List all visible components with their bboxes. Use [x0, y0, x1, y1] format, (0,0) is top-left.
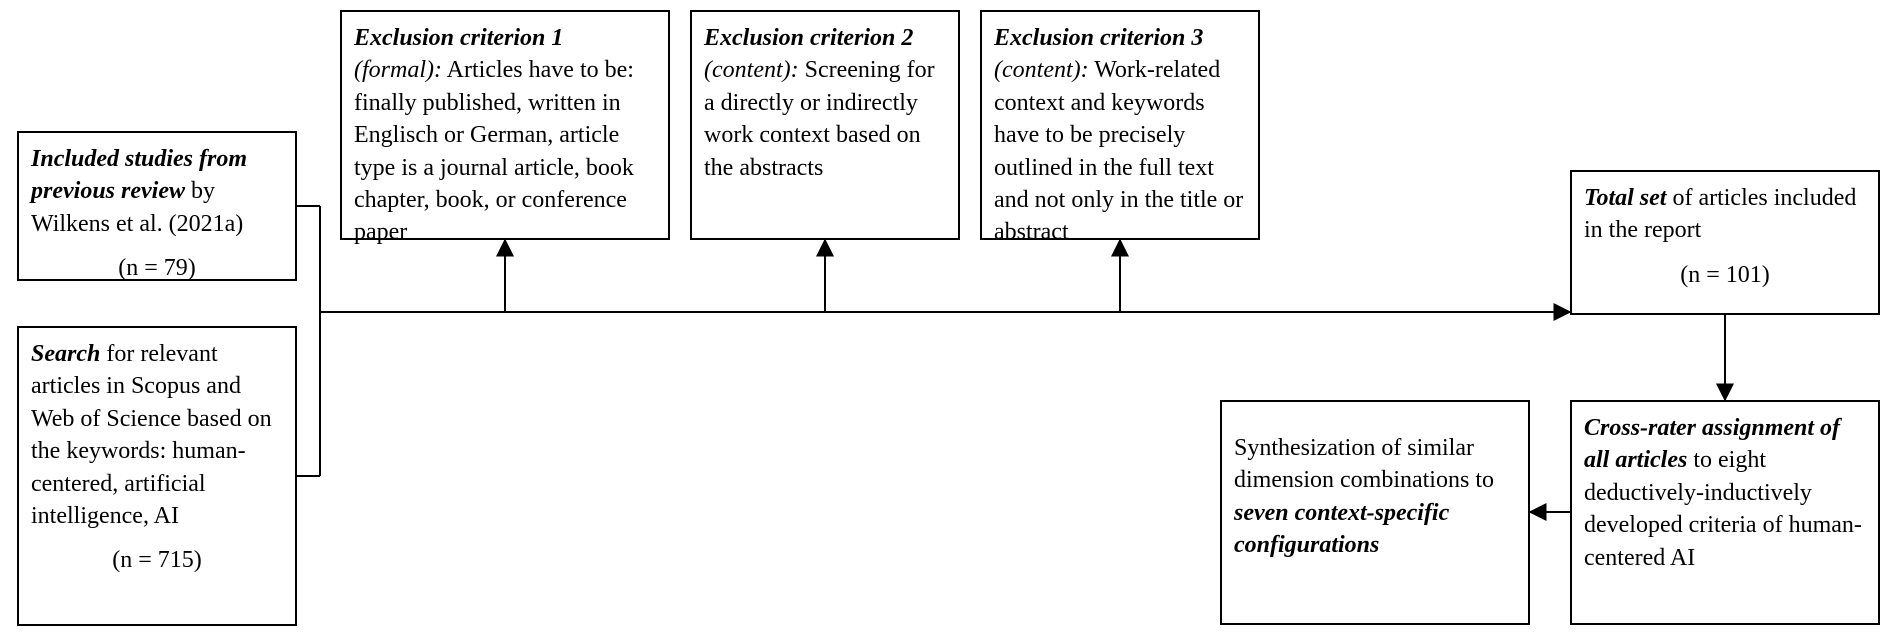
excl3-tail: Work-related context and keywords have t… [994, 57, 1243, 245]
box-included-studies: Included studies from previous review by… [17, 131, 297, 281]
box-exclusion-3: Exclusion criterion 3 (content): Work-re… [980, 10, 1260, 240]
excl1-tail: Articles have to be: finally published, … [354, 57, 634, 245]
excl1-paren: (formal): [354, 57, 442, 83]
search-count: (n = 715) [31, 544, 283, 576]
box-search: Search for relevant articles in Scopus a… [17, 326, 297, 626]
excl2-paren: (content): [704, 57, 799, 83]
excl3-lead: Exclusion criterion 3 [994, 25, 1203, 51]
search-lead: Search [31, 341, 100, 367]
excl1-lead: Exclusion criterion 1 [354, 25, 563, 51]
box-exclusion-2: Exclusion criterion 2 (content): Screeni… [690, 10, 960, 240]
synth-lead: seven context-specific configurations [1234, 500, 1449, 558]
box-exclusion-1: Exclusion criterion 1 (formal): Articles… [340, 10, 670, 240]
box-synthesization: Synthesization of similar dimension comb… [1220, 400, 1530, 625]
included-count: (n = 79) [31, 252, 283, 284]
synth-pre: Synthesization of similar dimension comb… [1234, 435, 1494, 493]
total-lead: Total set [1584, 185, 1666, 211]
search-tail: for relevant articles in Scopus and Web … [31, 341, 272, 529]
flowchart-stage: Included studies from previous review by… [0, 0, 1902, 644]
box-cross-rater: Cross-rater assignment of all articles t… [1570, 400, 1880, 625]
excl3-paren: (content): [994, 57, 1089, 83]
box-total-set: Total set of articles included in the re… [1570, 170, 1880, 315]
excl2-lead: Exclusion criterion 2 [704, 25, 913, 51]
total-count: (n = 101) [1584, 259, 1866, 291]
